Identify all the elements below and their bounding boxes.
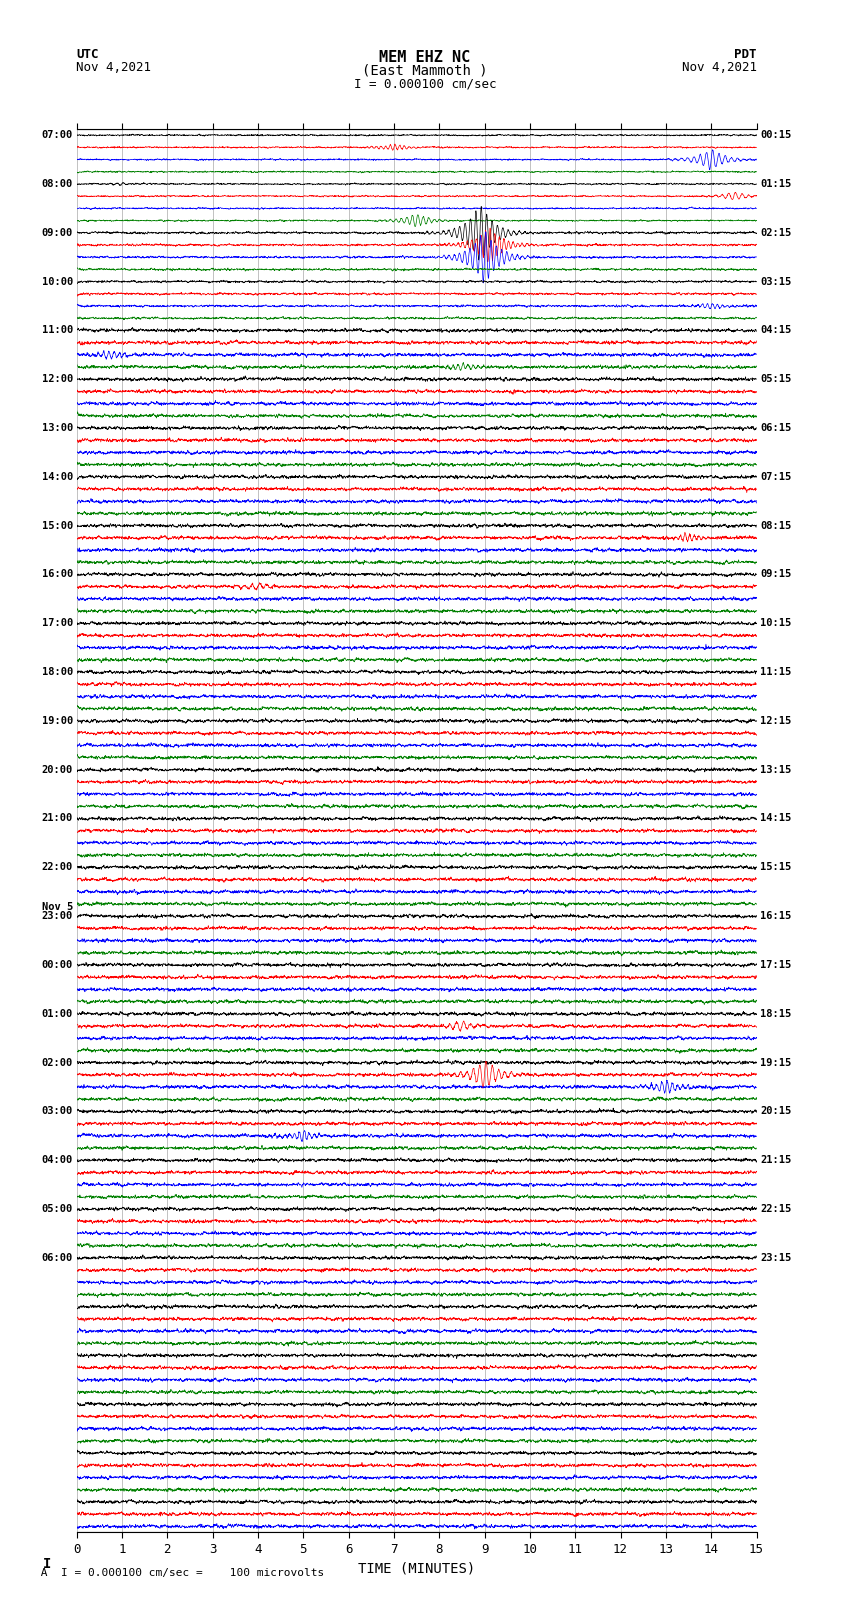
Text: UTC: UTC: [76, 48, 99, 61]
Text: 09:15: 09:15: [760, 569, 791, 579]
Text: 14:00: 14:00: [42, 473, 73, 482]
Text: 07:15: 07:15: [760, 473, 791, 482]
Text: 22:00: 22:00: [42, 863, 73, 873]
Text: 18:15: 18:15: [760, 1008, 791, 1019]
Text: 04:15: 04:15: [760, 326, 791, 336]
Text: 16:00: 16:00: [42, 569, 73, 579]
Text: 14:15: 14:15: [760, 813, 791, 824]
Text: 01:15: 01:15: [760, 179, 791, 189]
Text: 09:00: 09:00: [42, 227, 73, 237]
Text: 19:00: 19:00: [42, 716, 73, 726]
Text: 23:00: 23:00: [42, 911, 73, 921]
Text: 10:00: 10:00: [42, 276, 73, 287]
Text: 04:00: 04:00: [42, 1155, 73, 1165]
Text: 15:00: 15:00: [42, 521, 73, 531]
Text: 00:15: 00:15: [760, 131, 791, 140]
Text: 13:00: 13:00: [42, 423, 73, 432]
Text: 21:15: 21:15: [760, 1155, 791, 1165]
Text: 17:15: 17:15: [760, 960, 791, 969]
Text: 21:00: 21:00: [42, 813, 73, 824]
Text: 11:00: 11:00: [42, 326, 73, 336]
Text: 01:00: 01:00: [42, 1008, 73, 1019]
Text: A  I = 0.000100 cm/sec =    100 microvolts: A I = 0.000100 cm/sec = 100 microvolts: [34, 1568, 324, 1578]
Text: 23:15: 23:15: [760, 1253, 791, 1263]
Text: 02:15: 02:15: [760, 227, 791, 237]
X-axis label: TIME (MINUTES): TIME (MINUTES): [358, 1561, 475, 1576]
Text: PDT: PDT: [734, 48, 756, 61]
Text: 11:15: 11:15: [760, 668, 791, 677]
Text: 20:15: 20:15: [760, 1107, 791, 1116]
Text: 02:00: 02:00: [42, 1058, 73, 1068]
Text: 06:00: 06:00: [42, 1253, 73, 1263]
Text: 06:15: 06:15: [760, 423, 791, 432]
Text: 15:15: 15:15: [760, 863, 791, 873]
Text: 20:00: 20:00: [42, 765, 73, 774]
Text: 03:15: 03:15: [760, 276, 791, 287]
Text: 12:00: 12:00: [42, 374, 73, 384]
Text: Nov 4,2021: Nov 4,2021: [76, 61, 151, 74]
Text: (East Mammoth ): (East Mammoth ): [362, 63, 488, 77]
Text: 10:15: 10:15: [760, 618, 791, 627]
Text: 05:15: 05:15: [760, 374, 791, 384]
Text: I = 0.000100 cm/sec: I = 0.000100 cm/sec: [354, 77, 496, 90]
Text: 08:15: 08:15: [760, 521, 791, 531]
Text: 16:15: 16:15: [760, 911, 791, 921]
Text: 13:15: 13:15: [760, 765, 791, 774]
Text: 17:00: 17:00: [42, 618, 73, 627]
Text: 07:00: 07:00: [42, 131, 73, 140]
Text: 05:00: 05:00: [42, 1203, 73, 1215]
Text: Nov 4,2021: Nov 4,2021: [682, 61, 756, 74]
Text: Nov 5: Nov 5: [42, 902, 73, 911]
Text: 19:15: 19:15: [760, 1058, 791, 1068]
Text: 08:00: 08:00: [42, 179, 73, 189]
Text: 03:00: 03:00: [42, 1107, 73, 1116]
Text: I: I: [42, 1557, 51, 1571]
Text: 22:15: 22:15: [760, 1203, 791, 1215]
Text: 18:00: 18:00: [42, 668, 73, 677]
Text: MEM EHZ NC: MEM EHZ NC: [379, 50, 471, 65]
Text: 00:00: 00:00: [42, 960, 73, 969]
Text: 12:15: 12:15: [760, 716, 791, 726]
